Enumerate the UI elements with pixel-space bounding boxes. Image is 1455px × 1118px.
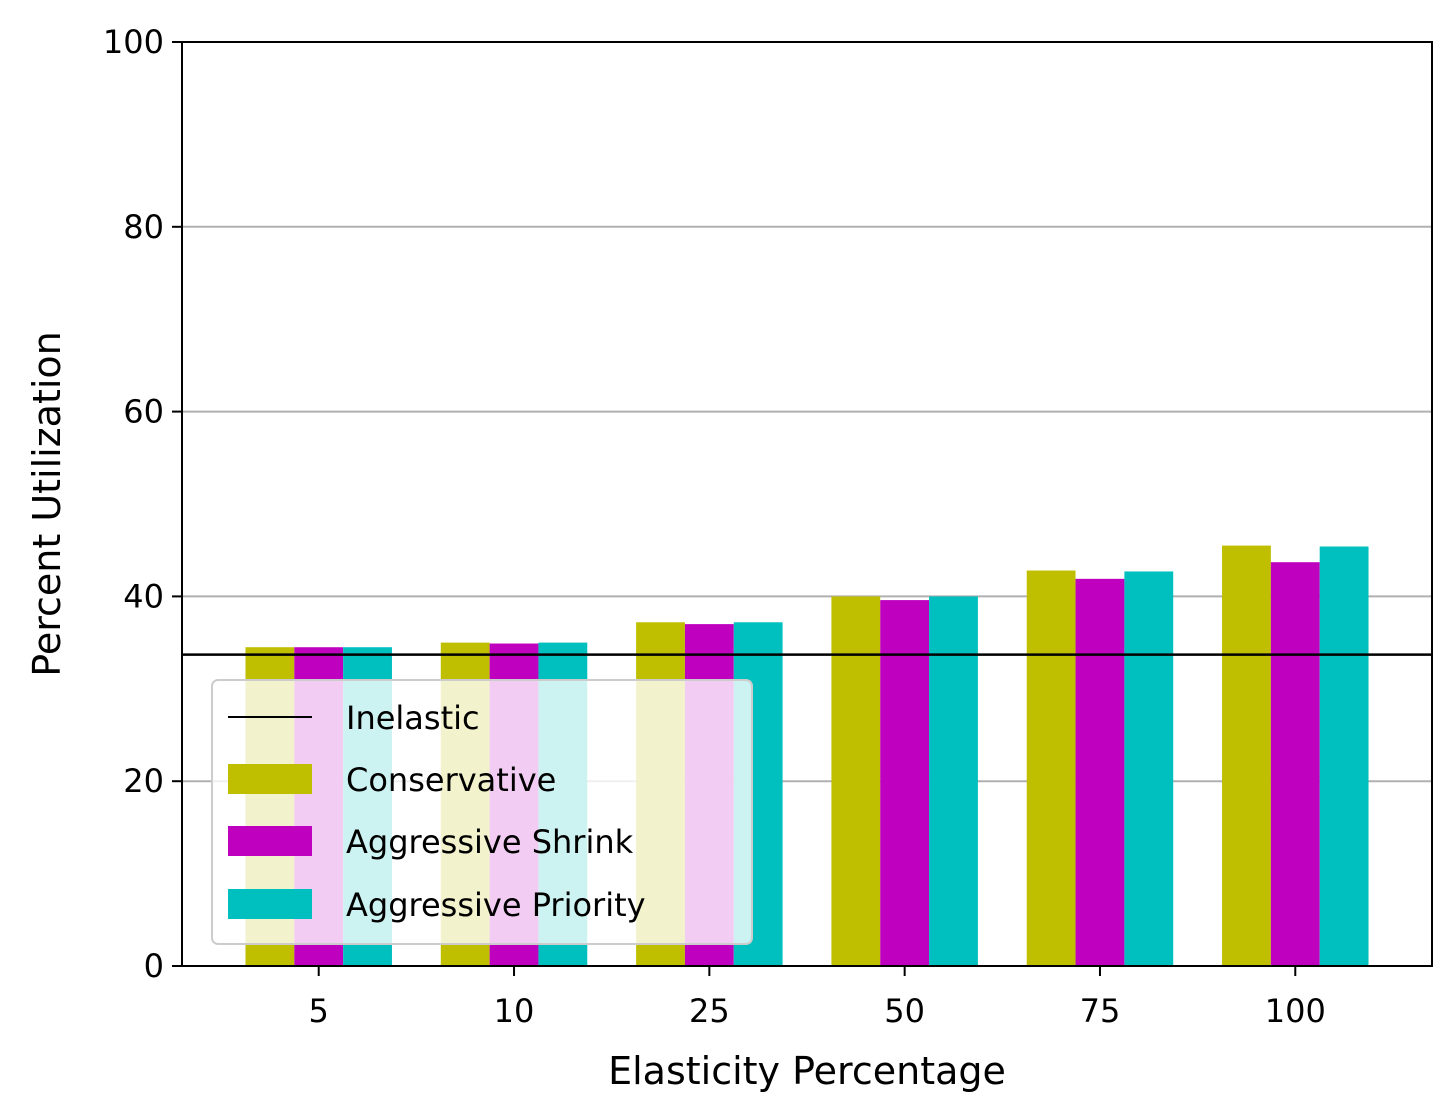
bar-aggressive-shrink-75 xyxy=(1075,578,1125,966)
legend-swatch-aggressive-priority xyxy=(228,889,312,919)
legend-label-conservative: Conservative xyxy=(346,761,556,799)
y-tick-label-40: 40 xyxy=(123,577,164,615)
bar-conservative-50 xyxy=(831,596,881,966)
x-tick-label-75: 75 xyxy=(1080,992,1121,1030)
y-axis-ticks: 0 20 40 60 80 100 xyxy=(103,23,182,985)
bar-conservative-100 xyxy=(1222,545,1271,966)
bar-aggressive-shrink-50 xyxy=(880,600,930,966)
bar-conservative-75 xyxy=(1026,570,1076,966)
y-tick-label-0: 0 xyxy=(144,947,164,985)
x-tick-label-50: 50 xyxy=(884,992,925,1030)
legend-swatch-conservative xyxy=(228,764,312,794)
y-tick-label-20: 20 xyxy=(123,762,164,800)
bar-aggressive-priority-50 xyxy=(929,596,978,966)
legend-label-aggressive-shrink: Aggressive Shrink xyxy=(346,823,634,861)
legend-box xyxy=(211,679,753,945)
bar-aggressive-priority-75 xyxy=(1124,571,1174,966)
x-tick-label-25: 25 xyxy=(689,992,730,1030)
y-tick-label-100: 100 xyxy=(103,23,164,61)
bar-aggressive-priority-100 xyxy=(1319,546,1369,966)
legend: Inelastic Conservative Aggressive Shrink… xyxy=(211,679,753,945)
x-axis-ticks: 5 10 25 50 75 100 xyxy=(309,966,1326,1030)
legend-swatch-aggressive-shrink xyxy=(228,826,312,856)
legend-label-aggressive-priority: Aggressive Priority xyxy=(346,886,646,924)
x-tick-label-100: 100 xyxy=(1265,992,1326,1030)
x-tick-label-5: 5 xyxy=(309,992,329,1030)
y-tick-label-60: 60 xyxy=(123,393,164,431)
x-tick-label-10: 10 xyxy=(494,992,535,1030)
plot-area-frame xyxy=(181,41,1433,967)
legend-label-inelastic: Inelastic xyxy=(346,699,480,737)
bar-aggressive-shrink-100 xyxy=(1270,562,1320,966)
y-tick-label-80: 80 xyxy=(123,208,164,246)
x-axis-label: Elasticity Percentage xyxy=(608,1049,1006,1093)
y-axis-label: Percent Utilization xyxy=(25,331,69,676)
